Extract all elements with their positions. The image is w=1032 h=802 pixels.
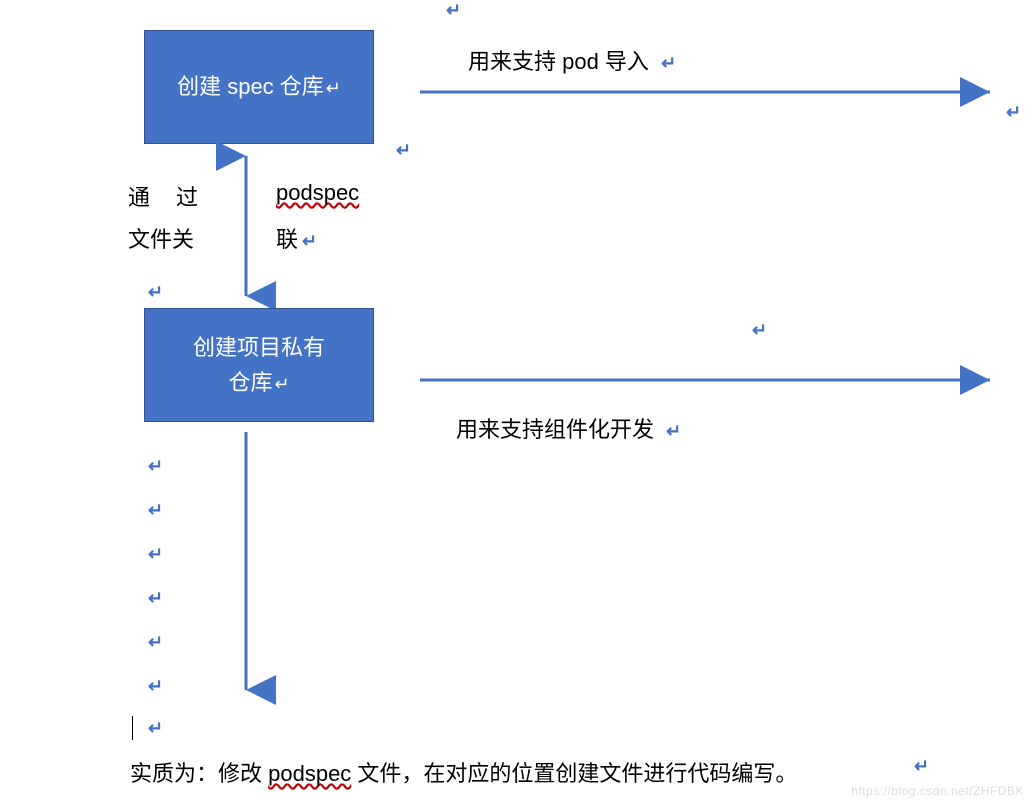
return-icon: ↵ (1006, 102, 1021, 123)
return-icon: ↵ (914, 756, 929, 777)
label-mid-arrow: 用来支持组件化开发 ↵ (456, 412, 681, 444)
label-link-line2-left: 文件关 (128, 222, 194, 254)
return-icon: ↵ (302, 231, 317, 251)
return-icon: ↵ (148, 676, 163, 697)
return-icon: ↵ (148, 544, 163, 565)
return-icon: ↵ (148, 500, 163, 521)
label-link-line2-right: 联↵ (276, 222, 317, 254)
watermark: https://blog.csdn.net/ZHFDBK (851, 784, 1024, 798)
label-bottom-summary: 实质为：修改 podspec 文件，在对应的位置创建文件进行代码编写。 (130, 756, 797, 788)
return-icon: ↵ (148, 718, 163, 739)
return-icon: ↵ (148, 588, 163, 609)
return-icon: ↵ (274, 374, 289, 394)
node-project-repo-line2: 仓库↵ (228, 365, 289, 400)
return-icon: ↵ (148, 456, 163, 477)
node-project-repo: 创建项目私有 仓库↵ (144, 308, 374, 422)
text-cursor (132, 716, 133, 740)
diagram-canvas: 创建 spec 仓库↵ 用来支持 pod 导入 ↵ (0, 0, 1032, 802)
label-top-arrow: 用来支持 pod 导入 ↵ (468, 44, 676, 76)
return-icon: ↵ (661, 53, 676, 73)
return-icon: ↵ (446, 0, 461, 21)
node-project-repo-line1: 创建项目私有 (193, 330, 325, 365)
return-icon: ↵ (666, 421, 681, 441)
return-icon: ↵ (148, 282, 163, 303)
label-link-line1-left: 通 过 (128, 180, 200, 212)
return-icon: ↵ (148, 632, 163, 653)
label-link-line1-right: podspec (276, 180, 359, 206)
return-icon: ↵ (752, 320, 767, 341)
return-icon: ↵ (396, 140, 411, 161)
